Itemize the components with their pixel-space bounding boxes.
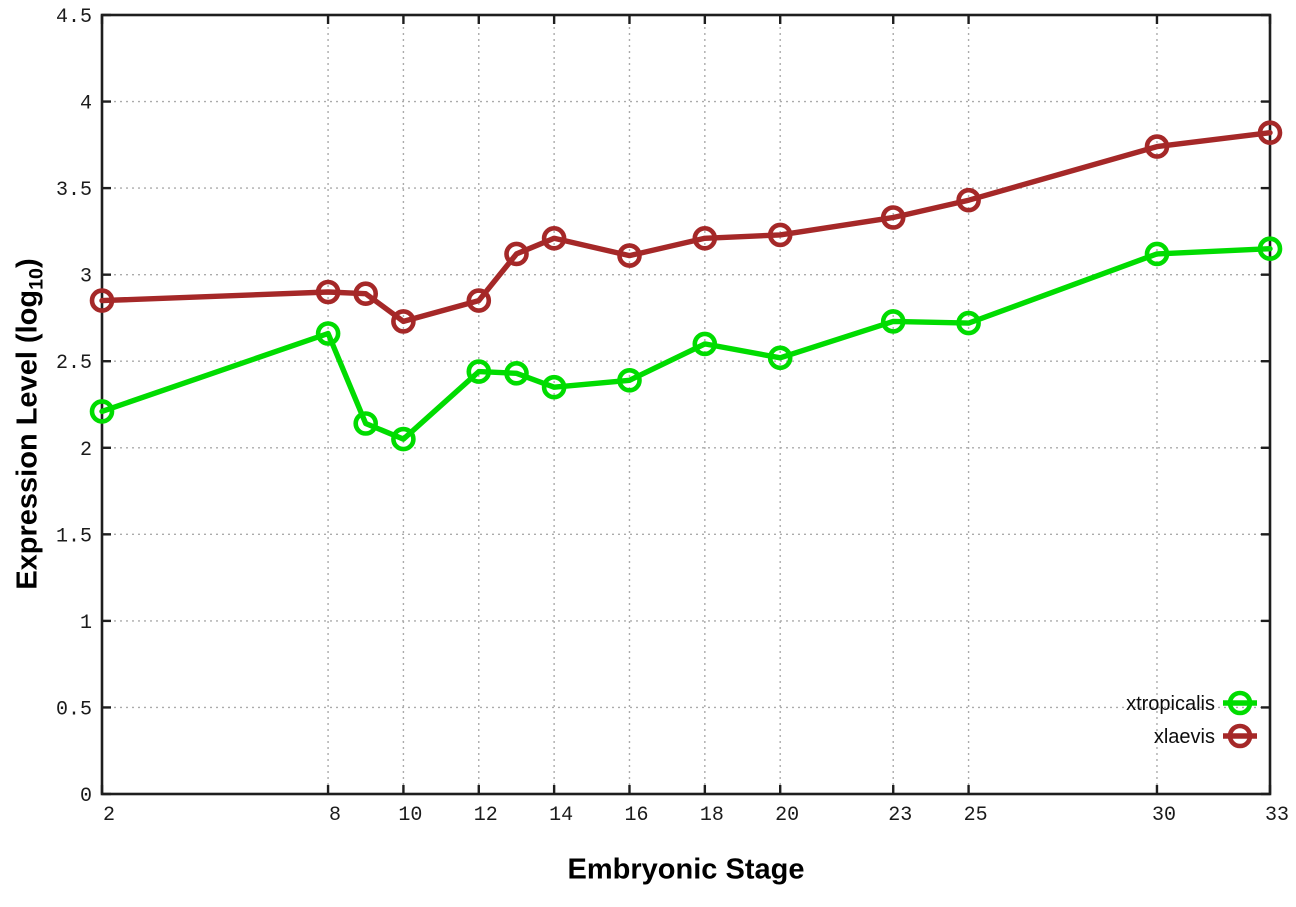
x-tick-label: 20 xyxy=(775,804,799,827)
x-tick-label: 23 xyxy=(888,804,912,827)
data-point-marker-xtropicalis xyxy=(466,359,492,384)
y-tick-label: 3 xyxy=(80,266,92,289)
plot-border xyxy=(100,13,1272,796)
data-point-marker-xlaevis xyxy=(391,309,416,334)
y-tick-label: 4 xyxy=(80,93,92,116)
x-tick-label: 10 xyxy=(398,804,422,827)
data-point-marker-xtropicalis xyxy=(1257,236,1283,261)
data-point-marker-xtropicalis xyxy=(1144,241,1170,267)
y-tick-label: 0.5 xyxy=(56,698,92,721)
x-tick-label: 25 xyxy=(964,804,988,827)
data-point-marker-xlaevis xyxy=(880,205,906,230)
y-tick-label: 2 xyxy=(80,439,92,462)
series-line-xtropicalis xyxy=(99,246,1273,442)
x-tick-label: 8 xyxy=(329,804,341,827)
y-tick-label: 1 xyxy=(80,612,92,635)
data-point-marker-xtropicalis xyxy=(504,360,529,386)
data-point-marker-xtropicalis xyxy=(617,367,642,393)
y-tick-label: 0 xyxy=(80,785,92,808)
y-tick-label: 4.5 xyxy=(56,6,92,29)
y-axis-title: Expression Level (log10) xyxy=(12,258,49,589)
data-point-marker-xlaevis xyxy=(89,288,115,313)
data-point-marker-xlaevis xyxy=(541,226,567,251)
data-point-marker-xlaevis xyxy=(767,222,793,248)
x-tick-label: 2 xyxy=(103,804,115,827)
data-point-marker-xlaevis xyxy=(956,187,981,213)
data-point-marker-xlaevis xyxy=(692,226,718,251)
x-tick-label: 30 xyxy=(1152,804,1176,827)
legend-sample-marker-xtropicalis xyxy=(1227,690,1253,716)
x-tick-label: 18 xyxy=(700,804,724,827)
data-point-marker-xtropicalis xyxy=(880,309,906,334)
y-axis-title-suffix: ) xyxy=(11,258,44,268)
data-point-marker-xtropicalis xyxy=(541,374,567,400)
data-point-marker-xtropicalis xyxy=(692,331,718,357)
data-point-marker-xlaevis xyxy=(1144,134,1170,159)
y-axis-title-subscript: 10 xyxy=(25,267,48,290)
x-tick-label: 14 xyxy=(549,804,573,827)
x-tick-label: 16 xyxy=(624,804,648,827)
x-axis-title: Embryonic Stage xyxy=(567,853,805,886)
data-point-marker-xtropicalis xyxy=(315,321,341,346)
legend-label-xtropicalis: xtropicalis xyxy=(1126,693,1215,715)
y-tick-label: 2.5 xyxy=(56,352,92,375)
data-point-marker-xlaevis xyxy=(466,288,492,313)
data-point-marker-xlaevis xyxy=(1257,120,1283,145)
y-tick-label: 1.5 xyxy=(56,525,92,548)
data-point-marker-xtropicalis xyxy=(956,310,981,336)
data-point-marker-xtropicalis xyxy=(767,345,793,371)
y-tick-label: 3.5 xyxy=(56,179,92,202)
legend-label-xlaevis: xlaevis xyxy=(1154,726,1215,748)
x-tick-label: 33 xyxy=(1265,804,1289,827)
data-point-marker-xlaevis xyxy=(504,241,529,267)
data-point-marker-xtropicalis xyxy=(353,411,379,436)
data-point-marker-xtropicalis xyxy=(391,426,416,452)
data-point-marker-xlaevis xyxy=(617,243,642,268)
data-point-marker-xlaevis xyxy=(315,279,341,305)
series-line-xlaevis xyxy=(99,130,1273,325)
y-axis-title-text: Expression Level (log xyxy=(11,289,44,590)
data-point-marker-xlaevis xyxy=(353,281,379,307)
data-point-marker-xtropicalis xyxy=(89,399,115,424)
legend-sample-marker-xlaevis xyxy=(1227,723,1253,749)
x-tick-label: 12 xyxy=(474,804,498,827)
